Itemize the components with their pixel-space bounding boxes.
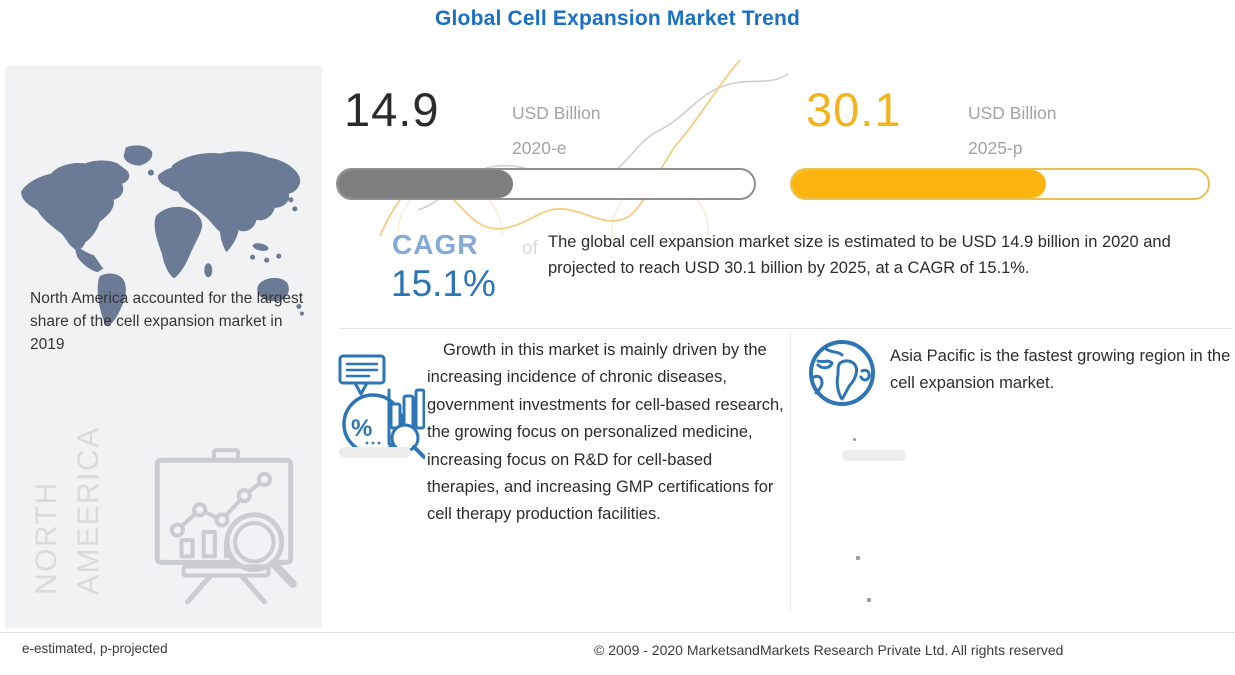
north-america-panel: North America accounted for the largest … — [5, 66, 322, 628]
cagr-connector: of — [522, 238, 538, 259]
north-america-caption: North America accounted for the largest … — [30, 290, 304, 353]
cagr-value: 15.1% — [391, 263, 496, 304]
progress-bar-2025-fill — [792, 170, 1046, 198]
presentation-chart-icon — [154, 448, 297, 604]
unit-2020: USD Billion — [512, 103, 601, 123]
vertical-divider — [790, 332, 791, 612]
footer-note: e-estimated, p-projected — [22, 641, 168, 656]
market-summary-text: The global cell expansion market size is… — [548, 233, 1171, 277]
market-size-2020-value: 14.9 — [344, 83, 440, 136]
market-analysis-icon: % — [338, 354, 425, 459]
cagr-label: CAGR — [392, 229, 479, 260]
globe-icon-shadow — [842, 450, 906, 461]
asia-pacific-text: Asia Pacific is the fastest growing regi… — [890, 347, 1231, 392]
market-size-2025-value: 30.1 — [806, 83, 902, 136]
horizontal-divider — [340, 328, 1232, 329]
analysis-icon-shadow — [339, 447, 411, 458]
globe-icon — [809, 340, 875, 406]
world-map-image — [21, 145, 304, 327]
footer-divider — [0, 632, 1235, 633]
page-title: Global Cell Expansion Market Trend — [434, 7, 801, 30]
progress-bar-2020-fill — [338, 170, 513, 198]
growth-drivers-text: Growth in this market is mainly driven b… — [427, 341, 784, 524]
period-2025: 2025-p — [968, 138, 1023, 158]
watermark-line-2: AMEERICA — [72, 426, 105, 595]
watermark-line-1: NORTH — [30, 481, 63, 595]
globe-dot-artifact — [853, 438, 856, 441]
market-size-2020-label: USD Billion 2020-e — [512, 96, 601, 166]
market-size-2025-label: USD Billion 2025-p — [968, 96, 1057, 166]
progress-bar-2020 — [336, 168, 756, 200]
period-2020: 2020-e — [512, 138, 567, 158]
stray-dot-2 — [867, 598, 871, 602]
footer-copyright: © 2009 - 2020 MarketsandMarkets Research… — [594, 642, 1064, 658]
north-america-watermark: NORTH AMEERICA — [26, 425, 110, 595]
stray-dot-1 — [856, 556, 860, 560]
percent-glyph: % — [351, 415, 372, 442]
progress-bar-2025 — [790, 168, 1210, 200]
unit-2025: USD Billion — [968, 103, 1057, 123]
